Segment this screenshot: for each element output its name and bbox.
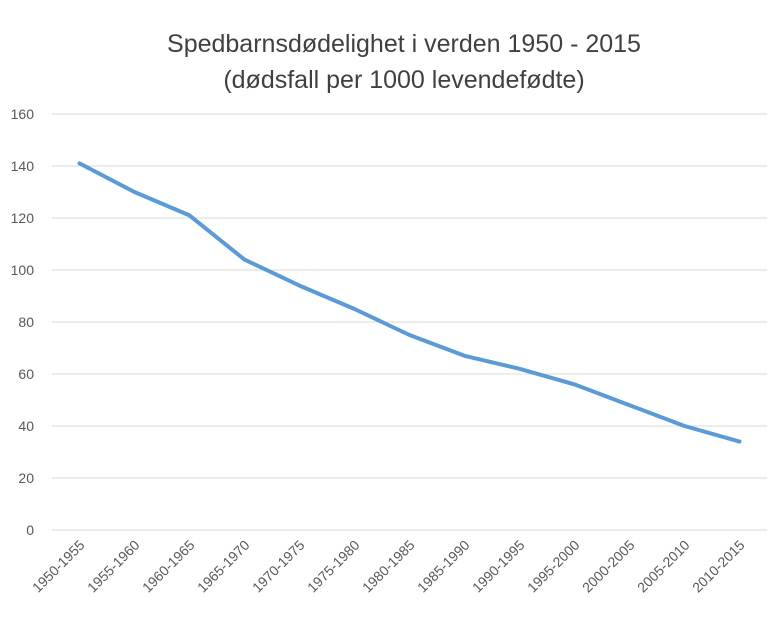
y-tick-label: 40 — [18, 418, 34, 434]
chart-title: Spedbarnsdødelighet i verden 1950 - 2015 — [167, 30, 641, 58]
gridlines — [52, 113, 767, 531]
y-tick-label: 140 — [11, 158, 35, 174]
x-tick-label: 1995-2000 — [524, 537, 583, 596]
y-tick-label: 0 — [26, 522, 34, 538]
series-line — [77, 161, 742, 444]
x-tick-label: 2000-2005 — [579, 537, 638, 596]
x-tick-label: 1960-1965 — [139, 537, 198, 596]
x-tick-label: 1990-1995 — [469, 537, 528, 596]
y-tick-label: 20 — [18, 470, 34, 486]
x-tick-label: 1970-1975 — [249, 537, 308, 596]
x-tick-label: 1955-1960 — [84, 537, 143, 596]
x-tick-label: 1950-1955 — [29, 537, 88, 596]
x-tick-label: 2005-2010 — [634, 537, 693, 596]
y-tick-label: 100 — [11, 262, 35, 278]
y-tick-label: 60 — [18, 366, 34, 382]
chart-subtitle: (dødsfall per 1000 levendefødte) — [223, 66, 584, 94]
x-tick-label: 1975-1980 — [304, 537, 363, 596]
x-tick-label: 1985-1990 — [414, 537, 473, 596]
x-tick-label: 1980-1985 — [359, 537, 418, 596]
x-tick-label: 2010-2015 — [689, 537, 748, 596]
x-tick-label: 1965-1970 — [194, 537, 253, 596]
y-tick-label: 80 — [18, 314, 34, 330]
y-axis-ticks: 0 20 40 60 80 100 120 140 160 — [11, 106, 35, 538]
x-axis-ticks: 1950-19551955-19601960-19651965-19701970… — [29, 537, 748, 596]
y-tick-label: 160 — [11, 106, 35, 122]
y-tick-label: 120 — [11, 210, 35, 226]
series-layer — [77, 161, 742, 444]
